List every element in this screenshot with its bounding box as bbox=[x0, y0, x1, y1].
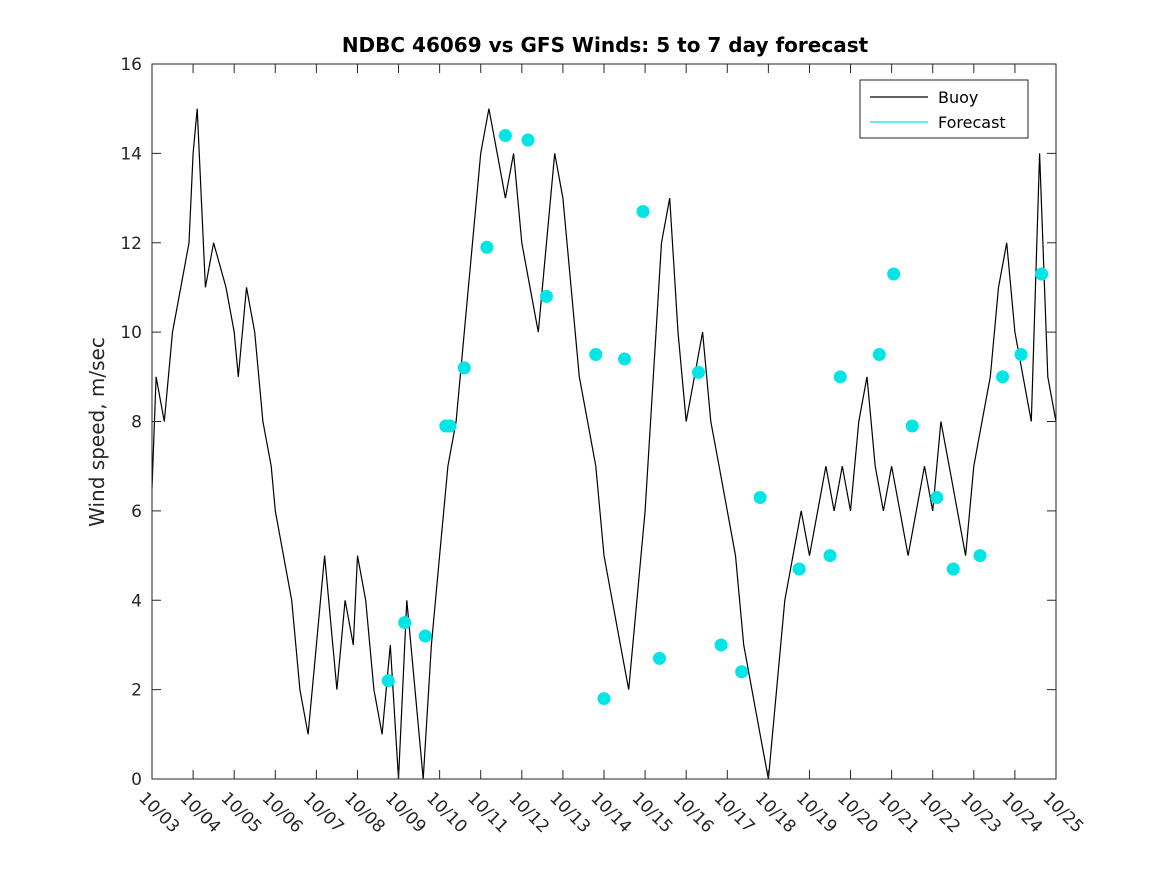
forecast-point bbox=[480, 240, 494, 254]
plot-area bbox=[151, 108, 1057, 780]
forecast-point bbox=[652, 651, 666, 665]
forecast-point bbox=[973, 549, 987, 563]
y-tick-label: 8 bbox=[131, 413, 142, 433]
x-tick-label: 10/06 bbox=[258, 788, 307, 837]
legend: Buoy Forecast bbox=[859, 79, 1029, 139]
forecast-point bbox=[692, 365, 706, 379]
forecast-point bbox=[872, 347, 886, 361]
x-tick-label: 10/13 bbox=[545, 788, 594, 837]
forecast-point bbox=[792, 562, 806, 576]
x-tick-label: 10/21 bbox=[874, 788, 923, 837]
forecast-point bbox=[443, 419, 457, 433]
forecast-point bbox=[1035, 267, 1049, 281]
forecast-point bbox=[636, 204, 650, 218]
y-tick-label: 16 bbox=[120, 55, 142, 75]
y-tick-label: 0 bbox=[131, 770, 142, 790]
x-tick-label: 10/10 bbox=[422, 788, 471, 837]
y-axis-label: Wind speed, m/sec bbox=[85, 337, 109, 527]
x-tick-label: 10/16 bbox=[669, 788, 718, 837]
x-tick-label: 10/08 bbox=[340, 788, 389, 837]
chart-title: NDBC 46069 vs GFS Winds: 5 to 7 day fore… bbox=[342, 33, 869, 57]
x-tick-label: 10/11 bbox=[463, 788, 512, 837]
y-tick-label: 10 bbox=[120, 323, 142, 343]
forecast-point bbox=[946, 562, 960, 576]
x-tick-label: 10/07 bbox=[299, 788, 348, 837]
x-tick-label: 10/15 bbox=[628, 788, 677, 837]
forecast-point bbox=[418, 629, 432, 643]
x-tick-label: 10/14 bbox=[586, 788, 635, 837]
legend-label-buoy: Buoy bbox=[938, 88, 978, 107]
x-tick-label: 10/12 bbox=[504, 788, 553, 837]
x-tick-label: 10/22 bbox=[915, 788, 964, 837]
forecast-point bbox=[714, 638, 728, 652]
axes-box bbox=[151, 63, 1057, 780]
forecast-point bbox=[539, 289, 553, 303]
forecast-point bbox=[1014, 347, 1028, 361]
forecast-point bbox=[457, 361, 471, 375]
x-tick-label: 10/19 bbox=[792, 788, 841, 837]
forecast-point bbox=[833, 370, 847, 384]
y-tick-label: 2 bbox=[131, 681, 142, 701]
forecast-point bbox=[823, 549, 837, 563]
x-tick-label: 10/24 bbox=[997, 788, 1046, 837]
forecast-point bbox=[597, 692, 611, 706]
x-tick-label: 10/09 bbox=[381, 788, 430, 837]
y-tick-label: 4 bbox=[131, 591, 142, 611]
axes: 024681012141610/0310/0410/0510/0610/0710… bbox=[120, 55, 1087, 837]
forecast-point bbox=[398, 616, 412, 630]
legend-label-forecast: Forecast bbox=[938, 113, 1006, 132]
x-tick-label: 10/25 bbox=[1038, 788, 1087, 837]
forecast-point bbox=[589, 347, 603, 361]
x-tick-label: 10/20 bbox=[833, 788, 882, 837]
forecast-point bbox=[521, 133, 535, 147]
forecast-point bbox=[735, 665, 749, 679]
y-tick-label: 12 bbox=[120, 234, 142, 254]
forecast-point bbox=[996, 370, 1010, 384]
x-tick-label: 10/05 bbox=[217, 788, 266, 837]
buoy-series-line bbox=[151, 108, 1057, 780]
forecast-point bbox=[753, 490, 767, 504]
forecast-point bbox=[381, 674, 395, 688]
y-tick-label: 6 bbox=[131, 502, 142, 522]
x-tick-label: 10/18 bbox=[751, 788, 800, 837]
forecast-point bbox=[498, 129, 512, 142]
x-tick-label: 10/03 bbox=[134, 788, 183, 837]
forecast-point bbox=[930, 490, 944, 504]
forecast-point bbox=[905, 419, 919, 433]
x-tick-label: 10/04 bbox=[176, 788, 225, 837]
x-tick-label: 10/23 bbox=[956, 788, 1005, 837]
legend-box bbox=[859, 79, 1029, 139]
forecast-point bbox=[887, 267, 901, 281]
y-tick-label: 14 bbox=[120, 144, 142, 164]
forecast-point bbox=[618, 352, 632, 366]
x-tick-label: 10/17 bbox=[710, 788, 759, 837]
